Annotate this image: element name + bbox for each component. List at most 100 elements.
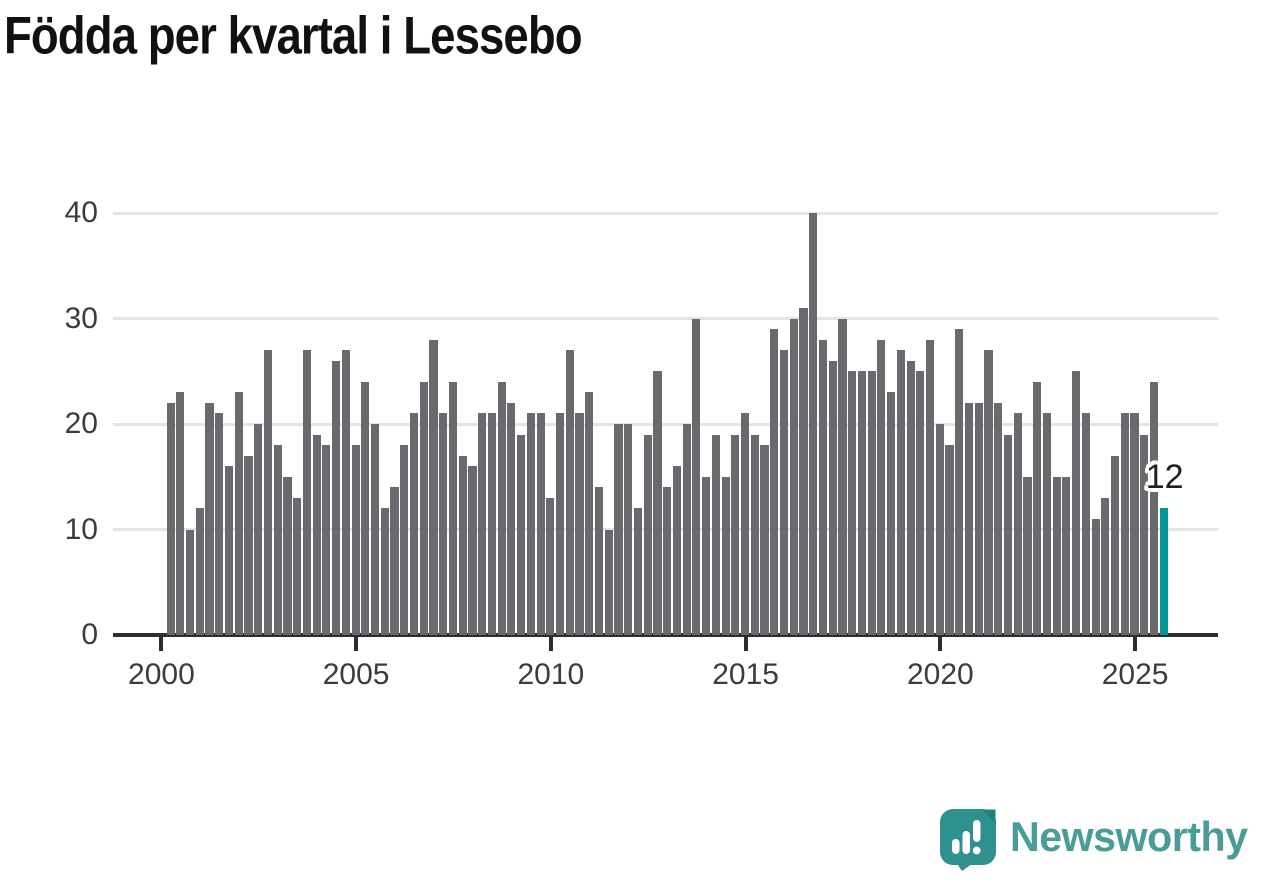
bar [604, 529, 613, 635]
chart-title: Födda per kvartal i Lessebo [4, 7, 583, 66]
x-axis-tick-label: 2015 [712, 658, 779, 691]
bar [857, 371, 867, 635]
bar [351, 445, 360, 635]
bar [614, 424, 623, 635]
bar [809, 213, 818, 635]
bar [390, 487, 399, 635]
bar [1130, 413, 1139, 635]
bar [478, 413, 487, 635]
bar [887, 392, 896, 635]
bar [526, 413, 535, 635]
bar [1023, 476, 1032, 635]
bar [818, 339, 828, 635]
bar [205, 402, 214, 635]
bar [1042, 413, 1052, 635]
bar [984, 350, 993, 635]
gridline [113, 422, 1218, 426]
bar [643, 434, 652, 635]
bar [633, 508, 643, 635]
bar [721, 476, 730, 635]
bar [322, 445, 331, 635]
bar [702, 476, 711, 635]
bar [497, 381, 506, 635]
bar [468, 466, 477, 635]
x-axis-line [113, 633, 1218, 637]
bar [409, 413, 419, 635]
bar [244, 455, 253, 635]
bar [838, 318, 847, 635]
x-axis-tick-label: 2005 [322, 658, 390, 691]
bar [994, 402, 1003, 635]
bar [575, 413, 584, 635]
bar [799, 307, 808, 635]
bar [419, 381, 428, 635]
bar [594, 487, 604, 635]
last-value-label: 12 [1145, 458, 1184, 497]
bar [341, 350, 350, 635]
bar [653, 371, 662, 635]
bar-highlighted [1159, 508, 1168, 635]
bar [945, 445, 954, 635]
bar [507, 402, 516, 635]
bar [731, 434, 740, 635]
bar [740, 413, 750, 635]
bar [487, 413, 496, 635]
bar [1091, 518, 1100, 635]
bar [1033, 381, 1042, 635]
bar [1003, 434, 1013, 635]
bar [770, 329, 779, 635]
x-axis-tick-label: 2000 [128, 658, 195, 691]
bar [361, 381, 370, 635]
bar [254, 424, 263, 635]
bar [935, 424, 944, 635]
newsworthy-speech-bubble-chart-icon [939, 809, 996, 871]
bar [964, 402, 974, 635]
gridline [113, 317, 1218, 320]
bar [672, 466, 681, 635]
bar [400, 445, 409, 635]
x-axis-tick [1133, 637, 1138, 651]
y-axis-tick-label: 20 [64, 407, 98, 440]
bar [458, 455, 467, 635]
bar [1101, 497, 1110, 635]
bar [370, 424, 380, 635]
bar [517, 434, 526, 635]
bar [224, 466, 234, 635]
x-axis-tick [938, 637, 943, 651]
bar [546, 497, 555, 635]
bar [925, 339, 935, 635]
bar [332, 360, 341, 635]
bar [585, 392, 594, 635]
x-axis-tick [354, 637, 359, 651]
bar [565, 350, 574, 635]
bar [234, 392, 243, 635]
y-axis-tick-label: 40 [64, 196, 98, 229]
bar [166, 402, 175, 635]
bar [429, 339, 438, 635]
bar [273, 445, 282, 635]
plot-area: 0 10 20 30 40 2000 2005 2010 2015 2020 2025 12 [64, 196, 1218, 691]
bar [789, 318, 798, 635]
y-axis-tick-label: 30 [64, 301, 98, 335]
bar [906, 360, 915, 635]
bar [448, 381, 458, 635]
bar [1013, 413, 1022, 635]
bar [916, 371, 925, 635]
bar [760, 445, 769, 635]
x-axis-tick-label: 2025 [1101, 658, 1169, 691]
bar [283, 476, 292, 635]
bar [663, 487, 672, 635]
bar [1062, 476, 1071, 635]
bar [624, 424, 633, 635]
bar [692, 318, 701, 635]
bar [1140, 434, 1149, 635]
bar [955, 329, 964, 635]
bar [1072, 371, 1081, 635]
bar [896, 350, 905, 635]
bar [974, 402, 983, 635]
bar [828, 360, 837, 635]
bar [263, 350, 273, 635]
bar [848, 371, 857, 635]
y-axis-tick-label: 10 [64, 512, 98, 546]
